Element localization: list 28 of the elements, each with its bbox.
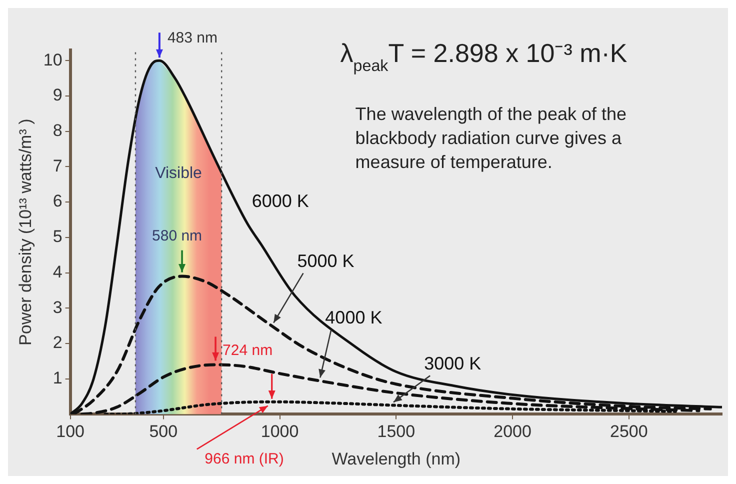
series-label: 3000 K <box>424 354 482 374</box>
y-tick-label: 7 <box>52 156 62 176</box>
band-label: Visible <box>155 165 202 182</box>
y-tick-label: 3 <box>52 298 62 317</box>
x-tick-label: 2500 <box>610 422 648 442</box>
annotation: 724 nm <box>222 342 273 359</box>
x-tick-label: 100 <box>56 422 84 442</box>
annotation: 580 nm <box>152 227 202 244</box>
annotation: 483 nm <box>167 30 218 47</box>
x-tick-label: 1500 <box>377 422 416 442</box>
x-tick-label: 1000 <box>260 422 299 442</box>
y-tick-label: 1 <box>52 368 62 388</box>
x-tick-label: 2000 <box>494 422 532 442</box>
annotation: The wavelength of the peak of the blackbody radiation curve gives a measure of temperature. <box>355 104 626 172</box>
y-tick-label: 10 <box>43 50 62 70</box>
x-axis-title: Wavelength (nm) <box>332 449 461 468</box>
text: 4000 K <box>325 308 382 328</box>
y-tick-label: 5 <box>52 227 62 246</box>
series-label: 6000 K <box>252 191 309 212</box>
y-tick-label: 4 <box>52 262 62 282</box>
y-axis-title: Power density (10¹³ watts/m³ ) <box>16 118 35 346</box>
y-tick-label: 8 <box>52 121 62 140</box>
annotation: 966 nm (IR) <box>204 450 284 468</box>
y-tick-label: 6 <box>52 192 62 211</box>
y-tick-label: 2 <box>52 333 62 352</box>
text: 5000 K <box>297 251 354 272</box>
y-tick-label: 9 <box>52 86 62 105</box>
x-tick-label: 500 <box>149 422 178 442</box>
